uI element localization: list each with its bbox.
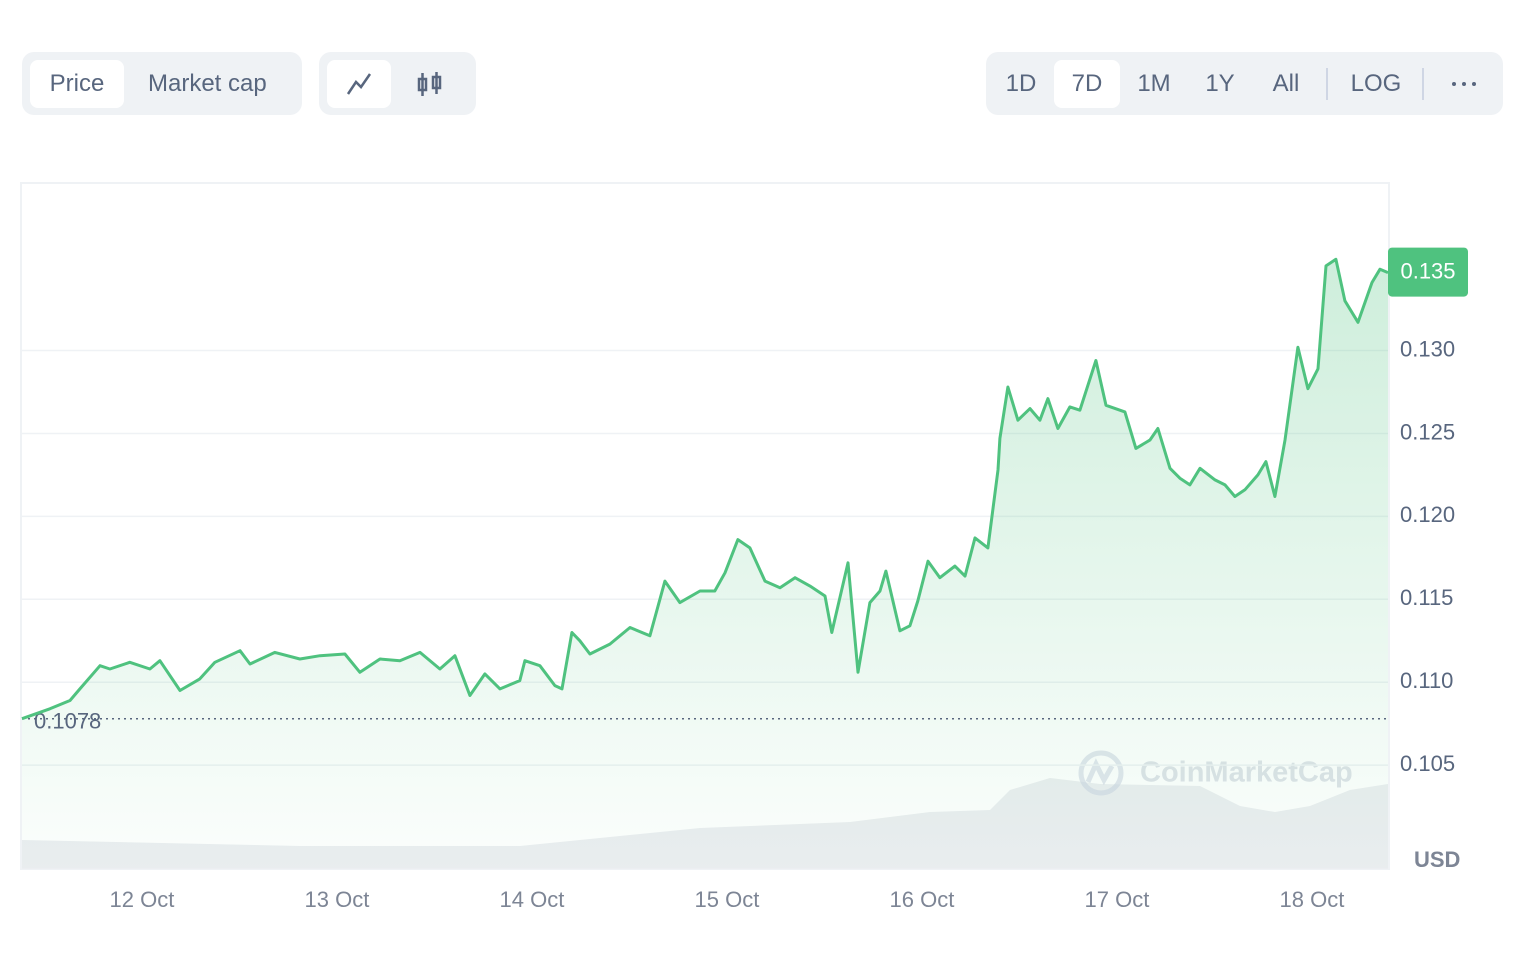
tab-group: Price Market cap [22, 52, 302, 115]
watermark [1078, 750, 1124, 796]
price-line [21, 257, 1389, 721]
range-button[interactable]: 1M [1137, 69, 1171, 97]
y-tick-label: 0.130 [1400, 336, 1455, 361]
tab[interactable]: Price [30, 59, 124, 108]
y-tick-label: 0.125 [1400, 419, 1455, 444]
candle-chart-button[interactable] [391, 60, 468, 108]
y-tick-label: 0.115 [1400, 585, 1453, 610]
range-button[interactable]: 1D [1005, 69, 1037, 97]
candle-icon [417, 71, 441, 96]
range-button[interactable]: 1Y [1205, 69, 1235, 97]
tab[interactable]: Market cap [148, 69, 267, 97]
plot-frame [20, 182, 1390, 870]
log-button[interactable]: LOG [1350, 69, 1402, 97]
x-tick-label: 15 Oct [695, 887, 760, 912]
x-tick-label: 17 Oct [1085, 887, 1150, 912]
y-tick-label: 0.110 [1400, 668, 1453, 693]
x-tick-label: 12 Oct [110, 887, 175, 912]
volume-area [22, 778, 1388, 869]
range-group: 1D 7D 1M 1Y All LOG [986, 52, 1503, 115]
x-tick-label: 16 Oct [890, 887, 955, 912]
watermark-text: CoinMarketCap [1140, 757, 1353, 789]
x-tick-label: 14 Oct [500, 887, 565, 912]
range-button[interactable]: 7D [1054, 59, 1120, 108]
x-tick-label: 18 Oct [1280, 887, 1345, 912]
open-price-label: 0.1078 [34, 709, 101, 734]
range-button[interactable]: All [1272, 69, 1300, 97]
line-chart-button[interactable] [327, 59, 392, 108]
line-icon [347, 72, 372, 95]
last-price-badge [1388, 247, 1468, 297]
separator [1422, 67, 1424, 100]
separator [1326, 67, 1328, 100]
chart-type-group [319, 52, 476, 115]
more-button[interactable] [1436, 60, 1492, 108]
y-axis-unit: USD [1414, 847, 1460, 872]
y-tick-label: 0.105 [1400, 751, 1455, 776]
x-tick-label: 13 Oct [305, 887, 370, 912]
last-price-label: 0.135 [1400, 258, 1455, 283]
price-area [22, 259, 1388, 868]
y-tick-label: 0.120 [1400, 502, 1455, 527]
more-icon [1452, 81, 1476, 86]
